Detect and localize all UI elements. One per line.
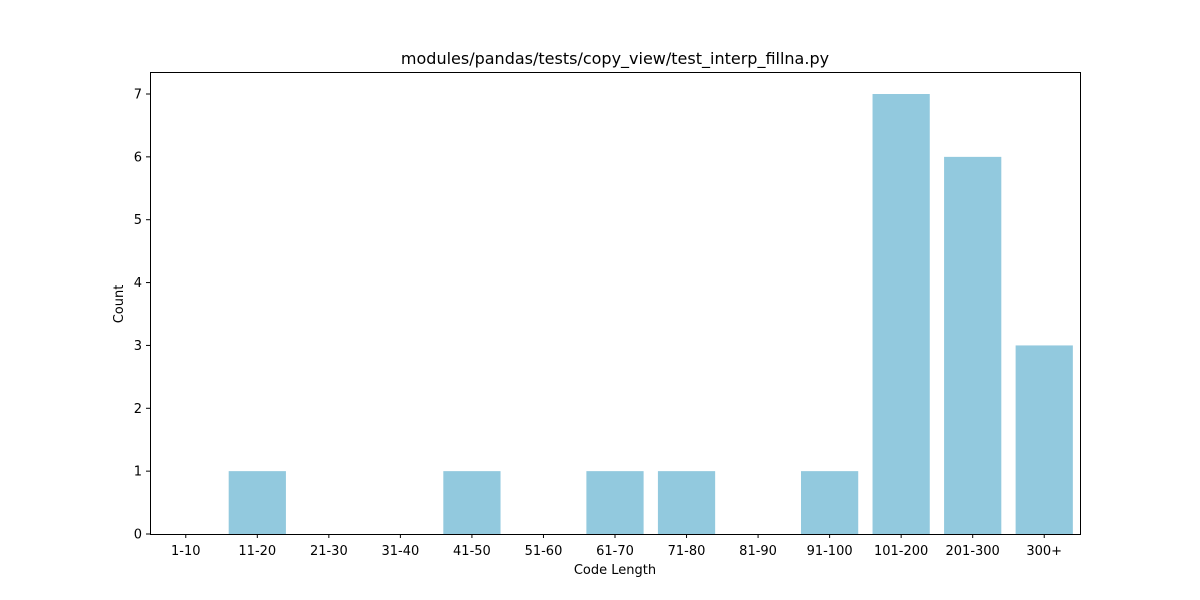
bar-11-20 [228,471,286,534]
y-tick-label: 0 [134,528,142,543]
bar-91-100 [801,471,859,534]
x-tick-label: 91-100 [807,544,853,559]
bar-61-70 [586,471,644,534]
y-tick-label: 7 [134,88,142,103]
chart-title: modules/pandas/tests/copy_view/test_inte… [401,49,829,69]
x-tick-label: 41-50 [453,544,491,559]
x-tick-label: 300+ [1026,544,1062,559]
y-tick-label: 4 [134,276,142,291]
x-tick-label: 201-300 [946,544,1000,559]
y-tick-label: 6 [134,150,142,165]
y-tick-label: 5 [134,213,142,228]
x-tick-label: 51-60 [525,544,563,559]
y-tick-label: 1 [134,465,142,480]
bar-41-50 [443,471,501,534]
x-tick-label: 101-200 [874,544,928,559]
x-axis-label: Code Length [574,563,656,578]
x-tick-label: 11-20 [238,544,276,559]
x-tick-label: 81-90 [739,544,777,559]
y-tick-label: 2 [134,402,142,417]
x-tick-label: 21-30 [310,544,348,559]
x-tick-label: 61-70 [596,544,634,559]
bar-201-300 [944,156,1002,535]
y-axis-label: Count [112,285,127,324]
plot-frame [150,72,1081,535]
y-tick-label: 3 [134,339,142,354]
x-tick-label: 1-10 [171,544,201,559]
bar-71-80 [657,471,716,534]
x-tick-label: 71-80 [668,544,706,559]
bar-101-200 [872,94,930,534]
x-tick-label: 31-40 [381,544,419,559]
bar-300+ [1015,345,1073,534]
